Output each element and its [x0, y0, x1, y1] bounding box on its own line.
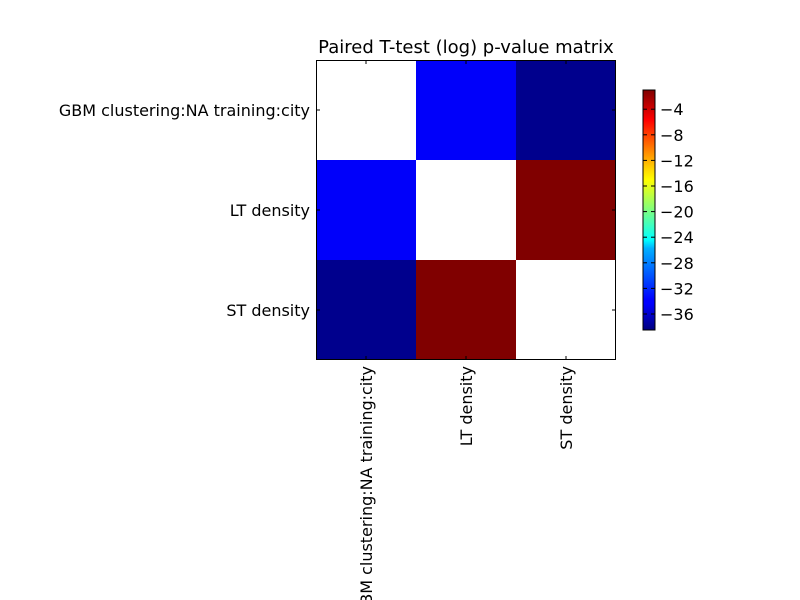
- heatmap-cell: [316, 160, 416, 260]
- heatmap-cell: [416, 260, 516, 360]
- colorbar-tick-label: −4: [660, 100, 684, 119]
- x-axis-ticks: GBM clustering:NA training:city LT densit…: [357, 60, 576, 600]
- colorbar-tick-label: −28: [660, 254, 694, 273]
- x-tick-label: ST density: [557, 366, 576, 450]
- chart-title: Paired T-test (log) p-value matrix: [318, 37, 614, 58]
- colorbar-tick-label: −20: [660, 203, 694, 222]
- heatmap-cell: [516, 160, 616, 260]
- colorbar-tick-label: −36: [660, 305, 694, 324]
- colorbar-tick-label: −8: [660, 126, 684, 145]
- heatmap-cell: [316, 60, 416, 160]
- colorbar: −4 −8 −12 −16 −20 −24 −28 −32 −36: [642, 89, 694, 331]
- heatmap-cell: [416, 60, 516, 160]
- colorbar-tick-label: −32: [660, 279, 694, 298]
- y-tick-label: GBM clustering:NA training:city: [59, 101, 310, 120]
- heatmap-cell: [516, 60, 616, 160]
- x-tick-label: LT density: [457, 366, 476, 446]
- colorbar-gradient: [642, 89, 656, 331]
- y-axis-ticks: GBM clustering:NA training:city LT densit…: [59, 101, 616, 320]
- heatmap-cell: [516, 260, 616, 360]
- heatmap-cell: [316, 260, 416, 360]
- heatmap-cells: [316, 60, 616, 360]
- heatmap-cell: [416, 160, 516, 260]
- colorbar-tick-label: −12: [660, 151, 694, 170]
- y-tick-label: LT density: [230, 201, 310, 220]
- colorbar-tick-label: −24: [660, 228, 694, 247]
- colorbar-tick-label: −16: [660, 177, 694, 196]
- colorbar-ticks: −4 −8 −12 −16 −20 −24 −28 −32 −36: [643, 100, 694, 324]
- x-tick-label: GBM clustering:NA training:city: [357, 366, 376, 600]
- y-tick-label: ST density: [226, 301, 310, 320]
